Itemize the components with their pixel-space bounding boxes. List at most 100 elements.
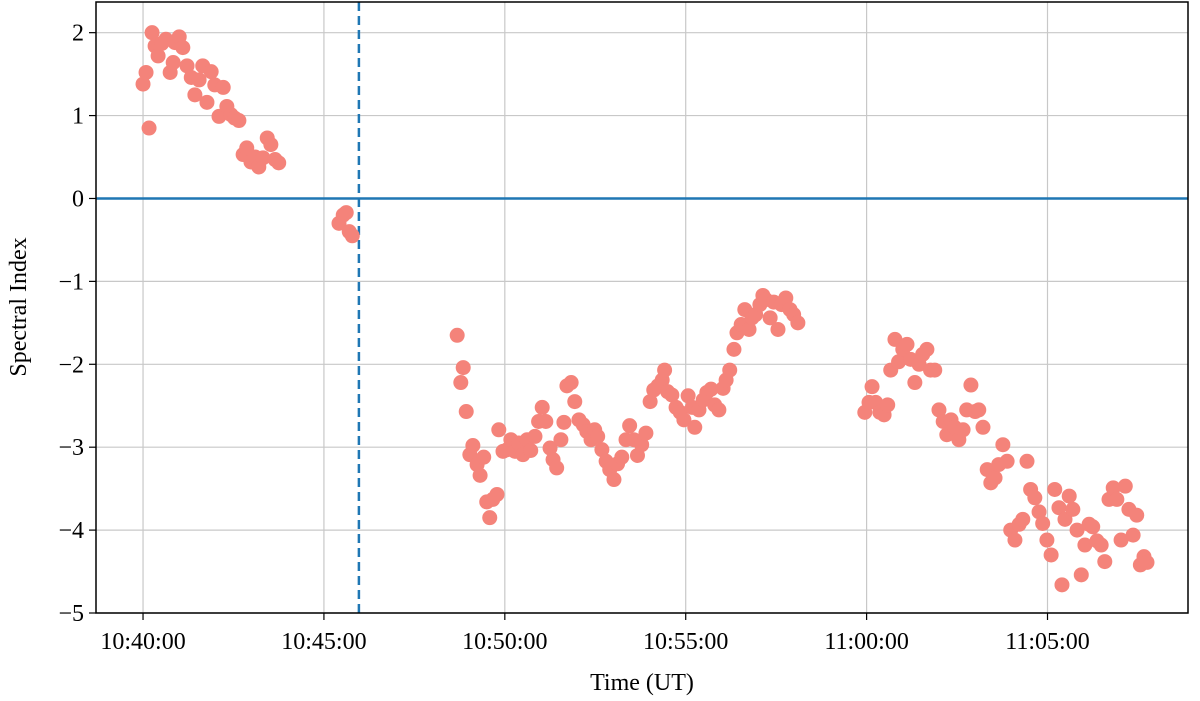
- point: [191, 72, 207, 88]
- point: [687, 419, 703, 435]
- point: [927, 362, 943, 378]
- point: [770, 321, 786, 337]
- point: [931, 402, 947, 418]
- point: [338, 205, 354, 221]
- point: [1069, 522, 1085, 538]
- point: [1085, 519, 1101, 535]
- point: [1015, 511, 1031, 527]
- x-tick-label: 10:45:00: [281, 629, 366, 655]
- point: [567, 394, 583, 410]
- point: [987, 470, 1003, 486]
- y-axis-label: Spectral Index: [6, 237, 32, 376]
- point: [1139, 554, 1155, 570]
- point: [472, 467, 488, 483]
- point: [1117, 478, 1133, 494]
- point: [465, 438, 481, 454]
- point: [534, 399, 550, 415]
- y-tick-label: −1: [58, 269, 84, 295]
- point: [455, 360, 471, 376]
- point: [1054, 577, 1070, 593]
- x-tick-label: 11:05:00: [1005, 629, 1089, 655]
- point: [703, 381, 719, 397]
- point: [711, 402, 727, 418]
- point: [919, 341, 935, 357]
- point: [971, 402, 987, 418]
- point: [657, 362, 673, 378]
- point: [880, 397, 896, 413]
- point: [995, 437, 1011, 453]
- y-tick-label: −5: [58, 601, 84, 627]
- point: [638, 425, 654, 441]
- point: [680, 388, 696, 404]
- point: [215, 79, 231, 95]
- point: [271, 155, 287, 171]
- point: [664, 387, 680, 403]
- point: [590, 428, 606, 444]
- point: [594, 442, 610, 458]
- point: [1061, 488, 1077, 504]
- x-tick-label: 11:00:00: [824, 629, 908, 655]
- point: [187, 87, 203, 103]
- point: [864, 379, 880, 395]
- point: [179, 58, 195, 74]
- point: [199, 94, 215, 110]
- point: [556, 414, 572, 430]
- point: [1129, 507, 1145, 523]
- point: [622, 418, 638, 434]
- point: [523, 443, 539, 459]
- point: [1019, 453, 1035, 469]
- point: [255, 150, 271, 166]
- point: [762, 310, 778, 326]
- x-tick-label: 10:50:00: [462, 629, 547, 655]
- point: [1043, 547, 1059, 563]
- point: [549, 460, 565, 476]
- point: [778, 290, 794, 306]
- y-tick-label: −3: [58, 435, 84, 461]
- y-tick-label: 2: [72, 21, 84, 47]
- x-axis-label: Time (UT): [590, 670, 694, 696]
- point: [138, 64, 154, 80]
- point: [676, 412, 692, 428]
- point: [175, 40, 191, 56]
- point: [1027, 490, 1043, 506]
- point: [1035, 515, 1051, 531]
- point: [741, 321, 757, 337]
- point: [553, 432, 569, 448]
- x-tick-label: 10:40:00: [100, 629, 185, 655]
- point: [344, 228, 360, 244]
- point: [1039, 532, 1055, 548]
- point: [1051, 500, 1067, 516]
- point: [141, 120, 157, 136]
- point: [476, 449, 492, 465]
- x-tick-label: 10:55:00: [643, 629, 728, 655]
- point: [150, 48, 166, 64]
- point: [527, 428, 543, 444]
- point: [1109, 491, 1125, 507]
- point: [975, 419, 991, 435]
- plot-frame: [95, 1, 1189, 614]
- point: [144, 25, 160, 41]
- y-tick-label: −2: [58, 352, 84, 378]
- point: [1073, 567, 1089, 583]
- point: [1031, 504, 1047, 520]
- point: [482, 510, 498, 526]
- point: [726, 341, 742, 357]
- point: [263, 137, 279, 153]
- point: [1113, 532, 1129, 548]
- point: [1097, 554, 1113, 570]
- point: [449, 327, 465, 343]
- point: [542, 440, 558, 456]
- point: [614, 449, 630, 465]
- point: [231, 113, 247, 129]
- point: [538, 413, 554, 429]
- point: [999, 453, 1015, 469]
- point: [458, 404, 474, 420]
- point: [899, 336, 915, 352]
- point: [722, 362, 738, 378]
- point: [563, 375, 579, 391]
- point: [1007, 532, 1023, 548]
- point: [1125, 527, 1141, 543]
- point: [203, 64, 219, 80]
- point: [1047, 481, 1063, 497]
